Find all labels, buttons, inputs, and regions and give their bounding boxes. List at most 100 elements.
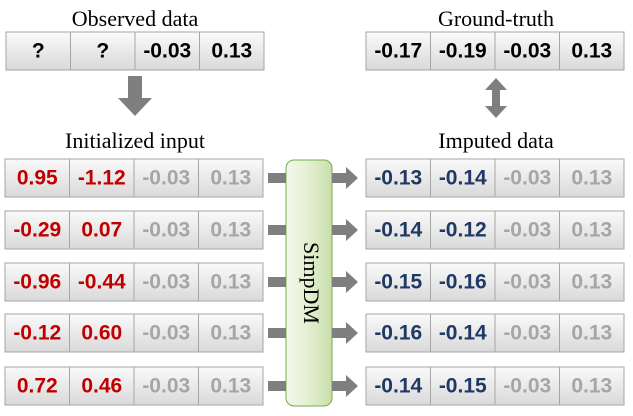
cell-value: ?: [32, 40, 45, 63]
arrow: [332, 167, 358, 189]
cell: [365, 158, 431, 198]
cell: [70, 31, 136, 71]
cell: [198, 313, 264, 353]
cell: [559, 158, 625, 198]
cell: [199, 31, 265, 71]
cell-value: -0.03: [503, 271, 551, 294]
cell: [69, 262, 135, 302]
cell-value: -0.12: [13, 322, 61, 345]
arrow-stub: [268, 277, 286, 287]
cell-value: -0.14: [374, 219, 422, 242]
cell: [4, 313, 70, 353]
cell: [133, 313, 199, 353]
cell-value: -0.03: [503, 40, 551, 63]
cell: [4, 262, 70, 302]
cell: [430, 31, 496, 71]
model-label: SimpDM: [299, 242, 324, 324]
cell: [494, 366, 560, 406]
cell-value: 0.13: [211, 40, 252, 63]
cell-value: -0.13: [374, 167, 422, 190]
cell: [365, 262, 431, 302]
cell-value: -0.15: [439, 375, 487, 398]
cell-value: -0.19: [439, 40, 487, 63]
arrow: [332, 219, 358, 241]
arrow-stub: [268, 381, 286, 391]
cell-value: -0.14: [374, 375, 422, 398]
cell: [4, 210, 70, 250]
cell-value: -0.03: [503, 375, 551, 398]
cell-value: -0.44: [78, 271, 126, 294]
cell-value: -0.03: [142, 375, 190, 398]
cell: [494, 158, 560, 198]
cell-value: 0.72: [17, 375, 58, 398]
ground-truth-title: Ground-truth: [438, 6, 554, 31]
cell: [559, 210, 625, 250]
cell: [69, 158, 135, 198]
cell-value: 0.13: [571, 167, 612, 190]
cell: [365, 313, 431, 353]
initialized-title: Initialized input: [65, 128, 205, 153]
down-arrow: [118, 76, 152, 116]
cell-value: 0.13: [571, 219, 612, 242]
cell-value: -0.03: [143, 40, 191, 63]
cell-value: 0.13: [210, 322, 251, 345]
cell-value: -0.03: [503, 167, 551, 190]
cell: [559, 366, 625, 406]
cell: [134, 31, 200, 71]
cell-value: -0.16: [439, 271, 487, 294]
cell-value: 0.07: [81, 219, 122, 242]
cell-value: -0.16: [374, 322, 422, 345]
cell-value: -0.03: [142, 271, 190, 294]
cell: [365, 210, 431, 250]
cell: [198, 366, 264, 406]
cell: [430, 210, 496, 250]
cell-value: -0.03: [142, 322, 190, 345]
cell: [365, 366, 431, 406]
cell: [494, 210, 560, 250]
cell: [559, 313, 625, 353]
cell: [5, 31, 71, 71]
arrow-stub: [268, 225, 286, 235]
arrow: [332, 322, 358, 344]
arrow-stub: [268, 328, 286, 338]
cell: [198, 210, 264, 250]
cell: [430, 262, 496, 302]
cell-value: 0.13: [571, 40, 612, 63]
cell: [430, 158, 496, 198]
cell-value: -0.17: [374, 40, 422, 63]
cell-value: -0.12: [439, 219, 487, 242]
cell: [559, 31, 625, 71]
cell: [494, 262, 560, 302]
cell-value: 0.13: [210, 375, 251, 398]
cell-value: -0.14: [439, 322, 487, 345]
cell-value: 0.60: [81, 322, 122, 345]
cell-value: 0.13: [210, 167, 251, 190]
cell: [559, 262, 625, 302]
cell-value: ?: [96, 40, 109, 63]
cell-value: 0.13: [210, 219, 251, 242]
cell-value: 0.13: [571, 322, 612, 345]
double-arrow: [485, 78, 507, 118]
cell-value: -0.29: [13, 219, 61, 242]
arrow-stub: [268, 173, 286, 183]
cell: [365, 31, 431, 71]
arrow: [332, 375, 358, 397]
imputed-title: Imputed data: [438, 128, 554, 153]
cell-value: -0.96: [13, 271, 61, 294]
cell-value: -0.03: [142, 219, 190, 242]
cell: [4, 366, 70, 406]
cell: [430, 366, 496, 406]
cell: [133, 158, 199, 198]
cell-value: -0.03: [503, 219, 551, 242]
cell-value: -0.14: [439, 167, 487, 190]
cell: [69, 210, 135, 250]
cell-value: 0.13: [571, 271, 612, 294]
cell-value: 0.13: [571, 375, 612, 398]
cell-value: 0.95: [17, 167, 58, 190]
cell-value: -0.03: [142, 167, 190, 190]
cell: [430, 313, 496, 353]
cell-value: 0.46: [81, 375, 122, 398]
cell: [198, 262, 264, 302]
cell-value: -0.15: [374, 271, 422, 294]
